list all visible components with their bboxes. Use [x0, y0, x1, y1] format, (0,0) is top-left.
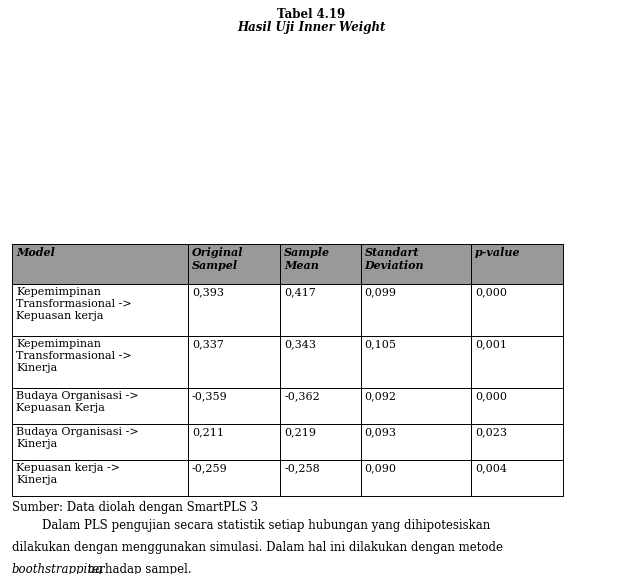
Text: terhadap sampel.: terhadap sampel.	[84, 563, 192, 574]
Text: Model: Model	[16, 247, 55, 258]
Text: 0,343: 0,343	[284, 339, 316, 349]
Text: 0,105: 0,105	[364, 339, 397, 349]
Bar	[361, 460, 471, 496]
Text: 0,001: 0,001	[475, 339, 507, 349]
Text: 0,023: 0,023	[475, 427, 507, 437]
Text: 0,090: 0,090	[364, 463, 397, 473]
Text: 0,393: 0,393	[192, 287, 224, 297]
Text: Dalam PLS pengujian secara statistik setiap hubungan yang dihipotesiskan: Dalam PLS pengujian secara statistik set…	[42, 519, 490, 532]
Bar	[361, 388, 471, 424]
Text: boothstrapping: boothstrapping	[12, 563, 103, 574]
Text: 0,093: 0,093	[364, 427, 397, 437]
Bar	[188, 424, 280, 460]
Text: Kepemimpinan
Transformasional ->
Kepuasan kerja: Kepemimpinan Transformasional -> Kepuasa…	[16, 287, 131, 321]
Bar	[280, 244, 361, 284]
Bar	[361, 424, 471, 460]
Bar	[12, 388, 188, 424]
Bar	[280, 460, 361, 496]
Text: -0,359: -0,359	[192, 391, 227, 401]
Bar	[12, 336, 188, 388]
Text: 0,211: 0,211	[192, 427, 224, 437]
Text: 0,099: 0,099	[364, 287, 397, 297]
Text: Hasil Uji Inner Weight: Hasil Uji Inner Weight	[237, 21, 386, 34]
Text: Budaya Organisasi ->
Kinerja: Budaya Organisasi -> Kinerja	[16, 427, 139, 449]
Bar	[188, 244, 280, 284]
Bar	[12, 460, 188, 496]
Bar	[361, 244, 471, 284]
Bar	[471, 284, 563, 336]
Text: -0,258: -0,258	[284, 463, 320, 473]
Bar	[280, 336, 361, 388]
Bar	[471, 424, 563, 460]
Text: 0,092: 0,092	[364, 391, 397, 401]
Bar	[12, 284, 188, 336]
Text: 0,004: 0,004	[475, 463, 507, 473]
Bar	[471, 460, 563, 496]
Bar	[188, 284, 280, 336]
Text: Sumber: Data diolah dengan SmartPLS 3: Sumber: Data diolah dengan SmartPLS 3	[12, 501, 258, 514]
Text: Standart
Deviation: Standart Deviation	[364, 247, 424, 272]
Text: 0,417: 0,417	[284, 287, 316, 297]
Bar	[12, 244, 188, 284]
Bar	[280, 388, 361, 424]
Text: Kepuasan kerja ->
Kinerja: Kepuasan kerja -> Kinerja	[16, 463, 120, 485]
Bar	[471, 388, 563, 424]
Text: dilakukan dengan menggunakan simulasi. Dalam hal ini dilakukan dengan metode: dilakukan dengan menggunakan simulasi. D…	[12, 541, 503, 554]
Text: 0,000: 0,000	[475, 287, 507, 297]
Bar	[471, 244, 563, 284]
Text: p-value: p-value	[475, 247, 521, 258]
Text: Tabel 4.19: Tabel 4.19	[277, 8, 346, 21]
Bar	[471, 336, 563, 388]
Text: Kepemimpinan
Transformasional ->
Kinerja: Kepemimpinan Transformasional -> Kinerja	[16, 339, 131, 373]
Bar	[188, 336, 280, 388]
Bar	[361, 336, 471, 388]
Text: 0,219: 0,219	[284, 427, 316, 437]
Text: -0,362: -0,362	[284, 391, 320, 401]
Text: 0,337: 0,337	[192, 339, 224, 349]
Bar	[12, 424, 188, 460]
Bar	[280, 424, 361, 460]
Bar	[361, 284, 471, 336]
Text: -0,259: -0,259	[192, 463, 227, 473]
Text: Budaya Organisasi ->
Kepuasan Kerja: Budaya Organisasi -> Kepuasan Kerja	[16, 391, 139, 413]
Text: Sample
Mean: Sample Mean	[284, 247, 330, 272]
Bar	[188, 388, 280, 424]
Bar	[188, 460, 280, 496]
Text: 0,000: 0,000	[475, 391, 507, 401]
Text: Original
Sampel: Original Sampel	[192, 247, 244, 272]
Bar	[280, 284, 361, 336]
